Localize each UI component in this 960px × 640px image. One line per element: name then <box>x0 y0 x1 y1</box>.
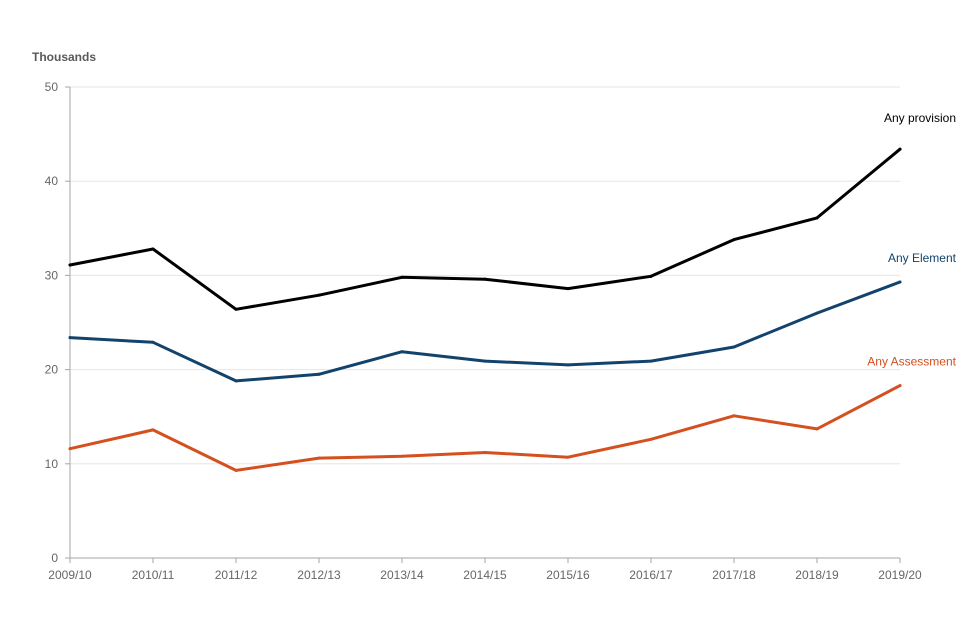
data-point-any-element <box>898 280 902 284</box>
y-tick-label: 20 <box>45 363 59 377</box>
x-tick-label: 2010/11 <box>132 568 175 582</box>
series-line-any-element <box>68 280 902 383</box>
series-lines <box>68 147 902 472</box>
data-point-any-element <box>732 345 736 349</box>
data-point-any-element <box>815 311 819 315</box>
data-point-any-provision <box>234 307 238 311</box>
data-point-any-element <box>317 372 321 376</box>
y-tick-label: 40 <box>45 174 59 188</box>
series-label-any-element: Any Element <box>888 251 957 265</box>
data-point-any-assessment <box>317 456 321 460</box>
gridlines <box>70 86 900 465</box>
y-axis-unit-label: Thousands <box>32 50 96 64</box>
x-tick-label: 2017/18 <box>712 568 756 582</box>
data-point-any-provision <box>898 147 902 151</box>
y-tick-label: 0 <box>51 551 58 565</box>
data-point-any-element <box>566 363 570 367</box>
data-point-any-provision <box>68 263 72 267</box>
data-point-any-provision <box>732 238 736 242</box>
data-point-any-element <box>483 359 487 363</box>
y-tick-label: 10 <box>45 457 59 471</box>
data-point-any-provision <box>649 274 653 278</box>
data-point-any-assessment <box>898 384 902 388</box>
axes: 0 10 20 30 40 50 2009/10 2010/11 2011/12 2012/13 2… <box>45 80 922 582</box>
x-tick-label: 2018/19 <box>795 568 839 582</box>
data-point-any-assessment <box>815 427 819 431</box>
series-line-any-provision <box>68 147 902 311</box>
y-tick-label: 30 <box>45 268 59 282</box>
data-point-any-assessment <box>400 454 404 458</box>
series-label-any-assessment: Any Assessment <box>867 355 956 369</box>
series-label-any-provision: Any provision <box>884 111 956 125</box>
data-point-any-assessment <box>483 450 487 454</box>
data-point-any-assessment <box>234 468 238 472</box>
data-point-any-element <box>649 359 653 363</box>
x-tick-label: 2013/14 <box>380 568 424 582</box>
data-point-any-provision <box>151 247 155 251</box>
data-point-any-assessment <box>732 414 736 418</box>
series-line-any-assessment <box>68 384 902 472</box>
data-point-any-assessment <box>566 455 570 459</box>
x-tick-label: 2015/16 <box>546 568 590 582</box>
x-tick-label: 2011/12 <box>215 568 258 582</box>
data-point-any-provision <box>815 216 819 220</box>
data-point-any-assessment <box>151 428 155 432</box>
data-point-any-provision <box>400 275 404 279</box>
data-point-any-element <box>68 336 72 340</box>
x-tick-label: 2019/20 <box>878 568 922 582</box>
data-point-any-element <box>400 350 404 354</box>
data-point-any-element <box>151 340 155 344</box>
x-tick-label: 2014/15 <box>463 568 507 582</box>
x-tick-label: 2009/10 <box>48 568 92 582</box>
x-tick-label: 2012/13 <box>297 568 341 582</box>
data-point-any-provision <box>566 287 570 291</box>
data-point-any-assessment <box>649 437 653 441</box>
data-point-any-provision <box>317 293 321 297</box>
data-point-any-element <box>234 379 238 383</box>
data-point-any-provision <box>483 277 487 281</box>
x-tick-label: 2016/17 <box>629 568 673 582</box>
y-tick-label: 50 <box>45 80 59 94</box>
series-labels: Any provision Any Element Any Assessment <box>867 111 956 368</box>
data-point-any-assessment <box>68 447 72 451</box>
